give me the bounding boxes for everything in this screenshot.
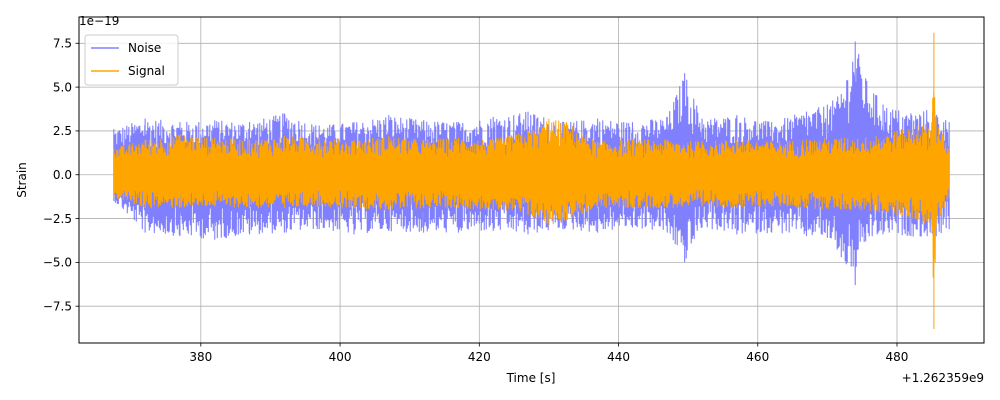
data-layer <box>113 32 950 329</box>
x-tick-label: 420 <box>468 350 491 364</box>
legend: Noise Signal <box>84 34 179 86</box>
y-tick-label: 7.5 <box>53 36 72 50</box>
y-tick-label: −2.5 <box>43 212 72 226</box>
y-tick-label: 2.5 <box>53 124 72 138</box>
x-tick-label: 440 <box>607 350 630 364</box>
y-tick-label: 5.0 <box>53 80 72 94</box>
x-axis-ticks: 380 400 420 440 460 480 <box>189 343 908 364</box>
legend-label-noise: Noise <box>128 41 161 55</box>
y-tick-label: 0.0 <box>53 168 72 182</box>
x-tick-label: 460 <box>746 350 769 364</box>
x-tick-label: 400 <box>329 350 352 364</box>
legend-label-signal: Signal <box>128 64 165 78</box>
x-axis-label: Time [s] <box>506 371 556 385</box>
y-axis-ticks: −7.5 −5.0 −2.5 0.0 2.5 5.0 7.5 <box>43 36 79 313</box>
x-offset-label: +1.262359e9 <box>902 371 984 385</box>
y-tick-label: −7.5 <box>43 299 72 313</box>
x-tick-label: 480 <box>886 350 909 364</box>
x-tick-label: 380 <box>189 350 212 364</box>
y-axis-label: Strain <box>15 162 29 198</box>
y-tick-label: −5.0 <box>43 256 72 270</box>
series-line-signal <box>113 32 950 329</box>
y-scale-offset: 1e−19 <box>79 14 119 28</box>
plot-frame <box>78 16 985 344</box>
